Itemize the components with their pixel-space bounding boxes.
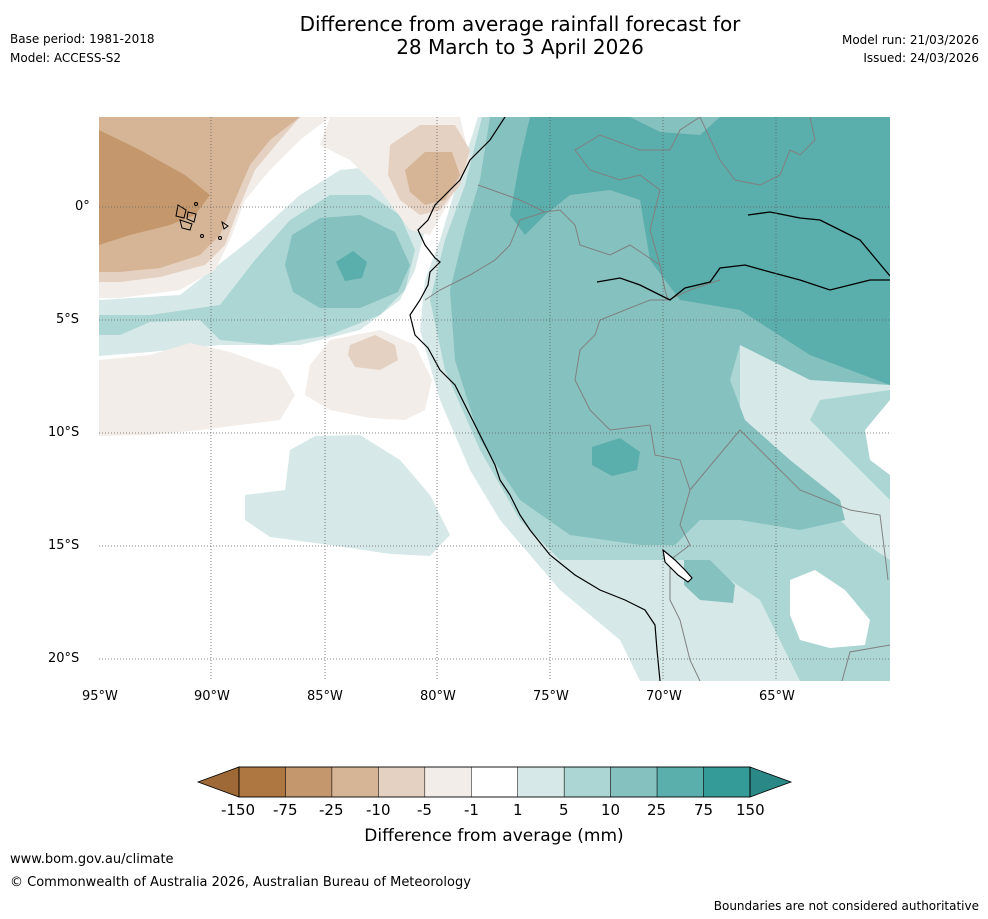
lon-label-95w: 95°W bbox=[82, 689, 118, 704]
legend-tick: -10 bbox=[366, 801, 391, 819]
coastline bbox=[409, 117, 661, 681]
legend-tick: -75 bbox=[273, 801, 298, 819]
footer-copyright: © Commonwealth of Australia 2026, Austra… bbox=[10, 875, 471, 890]
legend-tick: 25 bbox=[647, 801, 667, 819]
legend-bin bbox=[703, 766, 751, 798]
title-line-2: 28 March to 3 April 2026 bbox=[396, 35, 644, 59]
legend-tick: 10 bbox=[601, 801, 621, 819]
legend-bin bbox=[610, 766, 658, 798]
legend-bin bbox=[517, 766, 565, 798]
legend-ticks: -150 -75 -25 -10 -5 -1 1 5 10 25 75 150 bbox=[195, 801, 795, 821]
galapagos-islands bbox=[175, 202, 229, 240]
lat-label-10s: 10°S bbox=[48, 425, 80, 440]
amazon-river bbox=[596, 264, 890, 301]
contour-wet-25 bbox=[510, 117, 890, 385]
graticule bbox=[99, 117, 890, 681]
footer-url[interactable]: www.bom.gov.au/climate bbox=[10, 852, 174, 867]
contour-dry-mid bbox=[305, 330, 432, 420]
legend-arrow-high bbox=[749, 766, 793, 798]
legend-arrow-low bbox=[196, 766, 240, 798]
lon-label-80w: 80°W bbox=[420, 689, 456, 704]
contour-dry-west bbox=[99, 343, 295, 436]
lat-label-0: 0° bbox=[75, 199, 90, 214]
contour-wet-25b bbox=[592, 438, 640, 476]
legend-bin bbox=[238, 766, 286, 798]
model-run-text: Model run: 21/03/2026 bbox=[841, 33, 979, 47]
map-title: Difference from average rainfall forecas… bbox=[0, 13, 988, 59]
contour-wet-25c bbox=[684, 560, 735, 603]
lon-label-70w: 70°W bbox=[646, 689, 682, 704]
legend-bin bbox=[331, 766, 379, 798]
lon-label-90w: 90°W bbox=[194, 689, 230, 704]
legend-tick: -25 bbox=[319, 801, 344, 819]
lon-label-65w: 65°W bbox=[759, 689, 795, 704]
lon-label-85w: 85°W bbox=[307, 689, 343, 704]
legend-bin bbox=[656, 766, 704, 798]
lat-label-15s: 15°S bbox=[48, 538, 80, 553]
contour-dry-east bbox=[790, 570, 870, 648]
contour-ocean-south bbox=[245, 435, 450, 556]
legend-tick: -1 bbox=[464, 801, 479, 819]
legend-tick: 1 bbox=[513, 801, 523, 819]
legend-bin bbox=[563, 766, 611, 798]
legend-tick: 75 bbox=[694, 801, 714, 819]
model-text: Model: ACCESS-S2 bbox=[10, 51, 122, 65]
legend-tick: 5 bbox=[559, 801, 569, 819]
footer-disclaimer: Boundaries are not considered authoritat… bbox=[713, 899, 979, 913]
legend-tick: -150 bbox=[221, 801, 256, 819]
contour-ocean-25 bbox=[336, 251, 367, 281]
legend-bin bbox=[285, 766, 333, 798]
legend-tick: -5 bbox=[417, 801, 432, 819]
contour-dry-mid-5 bbox=[348, 335, 398, 370]
contour-dry-north-10 bbox=[405, 152, 460, 205]
issued-text: Issued: 24/03/2026 bbox=[863, 51, 979, 65]
legend-bin bbox=[378, 766, 426, 798]
legend-tick: 150 bbox=[736, 801, 765, 819]
title-line-1: Difference from average rainfall forecas… bbox=[299, 12, 741, 36]
lon-label-75w: 75°W bbox=[533, 689, 569, 704]
legend-colorbar bbox=[196, 766, 793, 798]
lat-label-20s: 20°S bbox=[48, 651, 80, 666]
contour-dry-25 bbox=[99, 130, 210, 245]
contour-dry-east-2 bbox=[865, 400, 890, 475]
legend-bin bbox=[424, 766, 472, 798]
base-period-text: Base period: 1981-2018 bbox=[10, 32, 155, 46]
lat-label-5s: 5°S bbox=[56, 312, 80, 327]
legend-bin bbox=[471, 766, 518, 798]
legend-title: Difference from average (mm) bbox=[364, 826, 624, 846]
lake-titicaca bbox=[662, 548, 693, 583]
map-canvas bbox=[99, 117, 890, 681]
north-river bbox=[747, 211, 890, 277]
